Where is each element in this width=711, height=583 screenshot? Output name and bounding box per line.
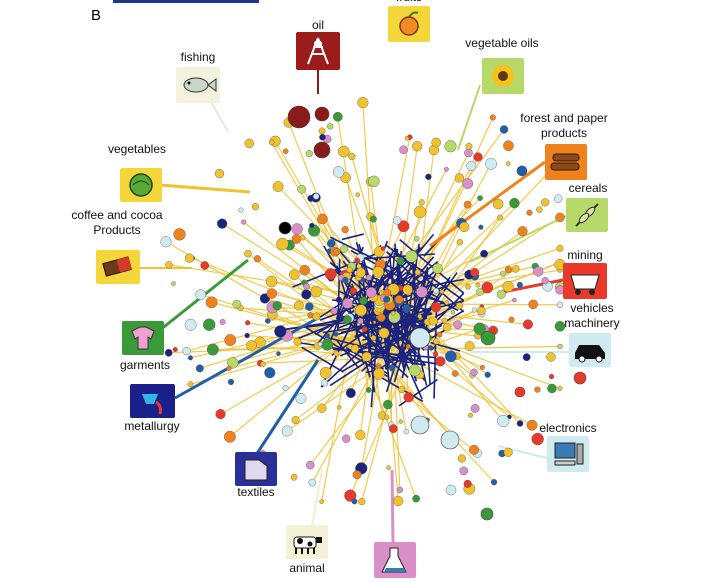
- label-cereals: cereals: [562, 181, 614, 196]
- label-mining: mining: [558, 248, 612, 263]
- wheat-icon: [566, 198, 608, 232]
- label-fruits: fruits: [388, 0, 430, 5]
- leader-vegetables: [160, 185, 250, 192]
- chocolate-bar-icon: [96, 250, 140, 284]
- fruit-icon: [388, 6, 430, 42]
- cow-icon: [286, 525, 328, 559]
- label-metallurgy: metallurgy: [114, 419, 190, 434]
- leader-vegoils: [458, 85, 480, 150]
- logs-icon: [545, 144, 587, 180]
- sunflower-icon: [482, 58, 524, 94]
- label-coffee: coffee and cocoa Products: [62, 208, 172, 238]
- fabric-icon: [235, 452, 277, 486]
- car-icon: [569, 333, 611, 367]
- sweater-icon: [122, 321, 164, 355]
- label-electronics: electronics: [530, 421, 606, 436]
- label-garments: garments: [112, 358, 178, 373]
- label-textiles: textiles: [230, 485, 282, 500]
- leader-animal: [312, 470, 322, 527]
- label-vegetable-oils: vegetable oils: [452, 36, 552, 51]
- foundry-icon: [130, 384, 175, 418]
- leader-chemicals: [392, 470, 393, 543]
- flask-icon: [374, 542, 416, 578]
- leader-fishing: [210, 100, 228, 132]
- label-animal: animal: [284, 561, 330, 576]
- lettuce-icon: [120, 168, 162, 202]
- computer-icon: [547, 436, 589, 472]
- label-forest: forest and paper products: [508, 111, 620, 141]
- label-vegetables: vegetables: [100, 142, 174, 157]
- oil-rig-icon: [296, 32, 340, 70]
- label-oil: oil: [300, 18, 336, 33]
- fish-icon: [176, 67, 220, 103]
- leader-metallurgy: [175, 318, 318, 398]
- label-fishing: fishing: [170, 50, 226, 65]
- mine-cart-icon: [563, 263, 607, 299]
- label-vehicles: vehicles machinery: [560, 301, 624, 331]
